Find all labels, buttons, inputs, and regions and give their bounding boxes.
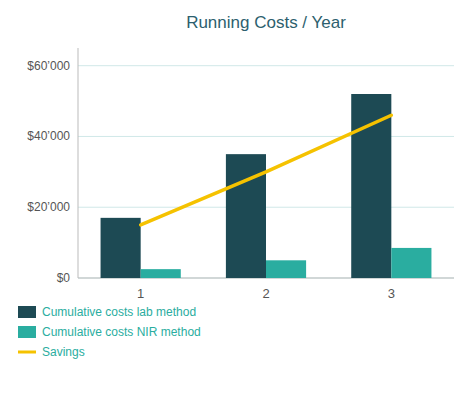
bar (101, 218, 141, 278)
legend-label: Cumulative costs lab method (42, 305, 196, 319)
plot-area (101, 94, 432, 278)
chart: Running Costs / Year $0 $20’000 $40’000 $60’… (0, 0, 468, 407)
x-tick-label: 2 (262, 286, 269, 301)
grid-line (78, 65, 454, 66)
grid (78, 66, 454, 278)
y-tick-label: $0 (57, 271, 71, 285)
bar (391, 248, 431, 278)
legend-swatch (18, 306, 36, 318)
legend-swatch (18, 351, 36, 354)
legend-label: Cumulative costs NIR method (42, 325, 201, 339)
bar (351, 94, 391, 278)
y-tick-label: $40’000 (27, 129, 70, 143)
bar (141, 269, 181, 278)
x-tick-label: 3 (388, 286, 395, 301)
title: Running Costs / Year (186, 13, 346, 32)
y-tick-label: $60’000 (27, 59, 70, 73)
line (141, 115, 392, 225)
legend-label: Savings (42, 345, 85, 359)
x-tick-label: 1 (137, 286, 144, 301)
y-tick-label: $20’000 (27, 200, 70, 214)
legend: Cumulative costs lab method Cumulative co… (18, 305, 201, 359)
legend-swatch (18, 326, 36, 338)
y-axis (78, 48, 79, 278)
bar (266, 260, 306, 278)
grid-line (78, 136, 454, 137)
